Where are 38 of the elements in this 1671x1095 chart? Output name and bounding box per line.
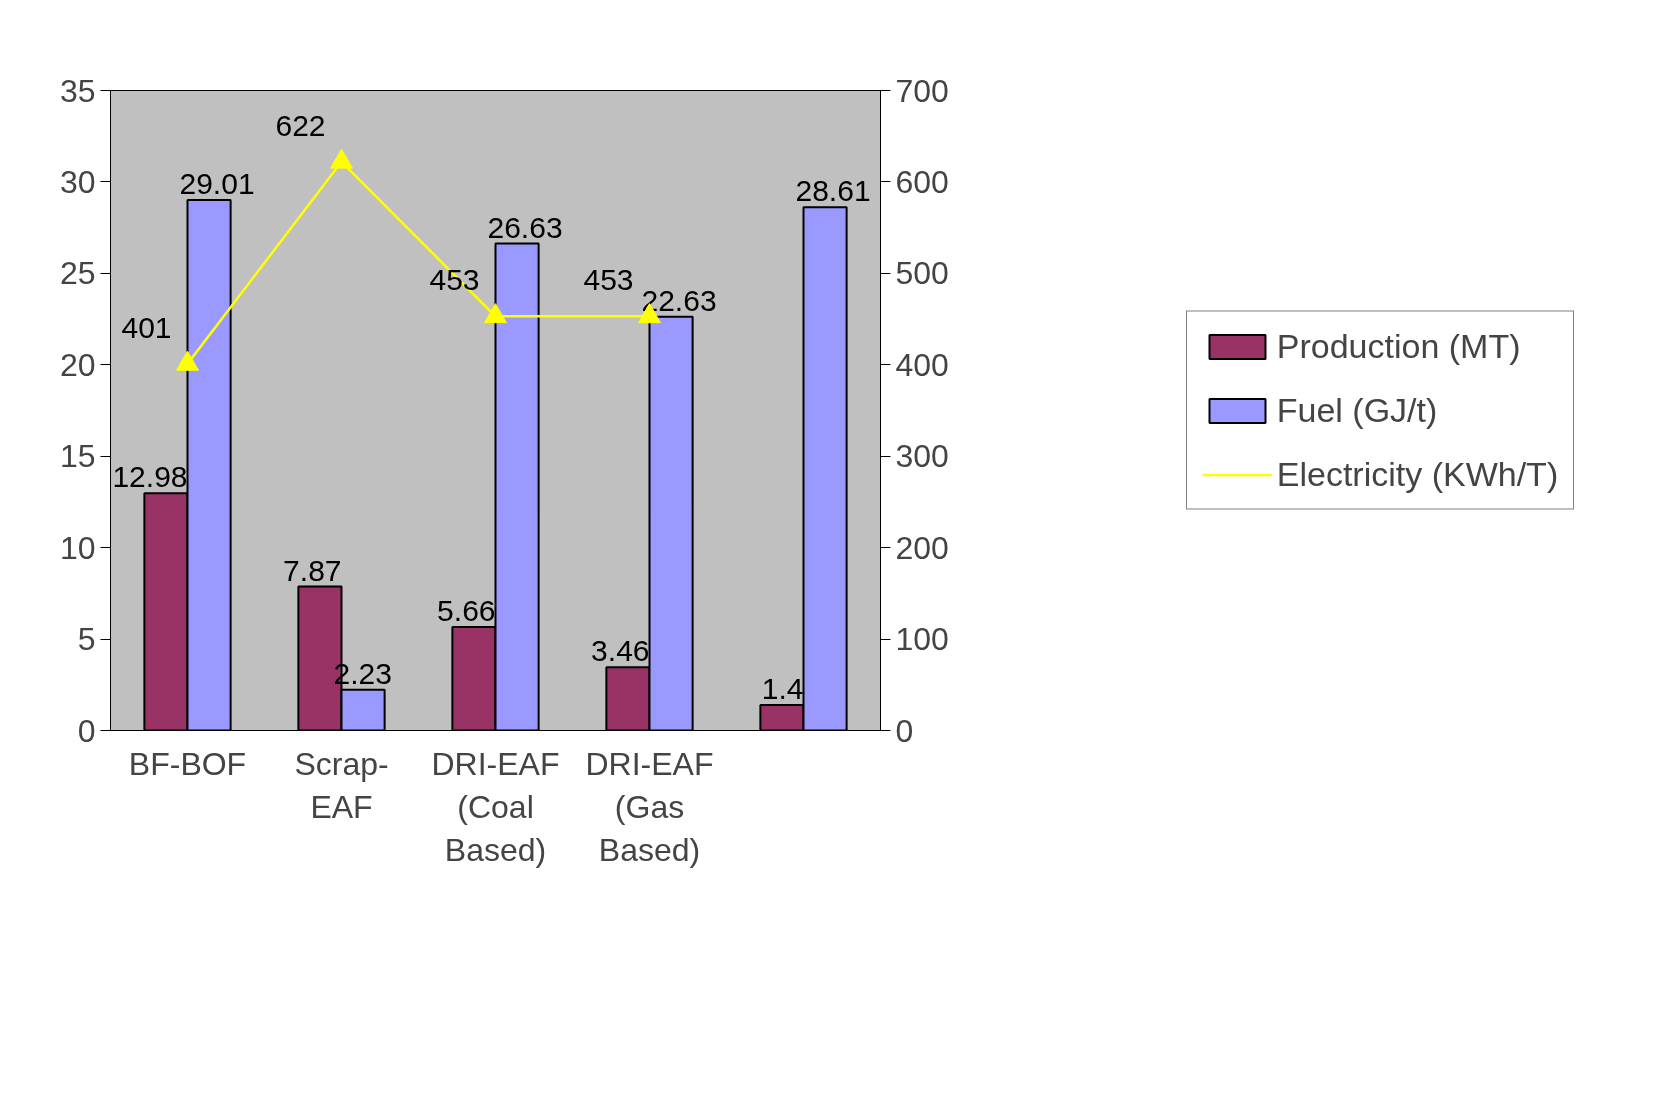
data-label: 3.46 <box>591 634 650 668</box>
data-label: 5.66 <box>437 594 496 627</box>
y-tick-label: 25 <box>59 255 96 292</box>
point <box>484 303 507 324</box>
point <box>330 148 353 169</box>
data-label: 22.63 <box>641 283 717 317</box>
data-label: 28.61 <box>795 174 871 208</box>
point <box>176 350 199 371</box>
x-tick-label: Scrap-EAF <box>294 745 389 825</box>
y2-tick-label: 200 <box>895 529 949 566</box>
y2-tick-label: 400 <box>895 346 949 383</box>
y2-tick-label: 600 <box>895 163 949 200</box>
x-tick-label: BF-BOF <box>128 745 247 782</box>
data-label: 622 <box>275 108 326 142</box>
y2-tick-label: 500 <box>895 255 949 292</box>
y2-tick-label: 100 <box>895 621 949 658</box>
y-tick-label: 5 <box>77 621 96 658</box>
data-label: 29.01 <box>179 167 255 201</box>
y-tick-label: 10 <box>59 529 96 566</box>
data-label: 401 <box>121 310 172 344</box>
y2-tick-label: 300 <box>895 438 949 475</box>
y-tick-label: 20 <box>59 346 96 383</box>
y-tick-label: 15 <box>59 438 96 475</box>
x-tick-label: DRI-EAF (Gas Based) <box>585 745 714 868</box>
y2-tick-label: 700 <box>895 72 949 109</box>
legend-label: Electricity (KWh/T) <box>1276 454 1559 494</box>
data-label: 453 <box>583 263 634 297</box>
y-tick-label: 30 <box>59 163 96 200</box>
legend-label: Fuel (GJ/t) <box>1276 390 1438 430</box>
legend-label: Production (MT) <box>1276 326 1521 366</box>
y-tick-label: 35 <box>59 72 96 109</box>
x-tick-label: DRI-EAF (Coal Based) <box>431 745 560 868</box>
data-label: 7.87 <box>283 553 342 587</box>
data-label: 26.63 <box>487 210 563 244</box>
y2-tick-label: 0 <box>895 712 914 749</box>
data-label: 1.4 <box>761 671 804 705</box>
y-tick-label: 0 <box>77 712 96 749</box>
data-label: 12.98 <box>112 460 188 494</box>
